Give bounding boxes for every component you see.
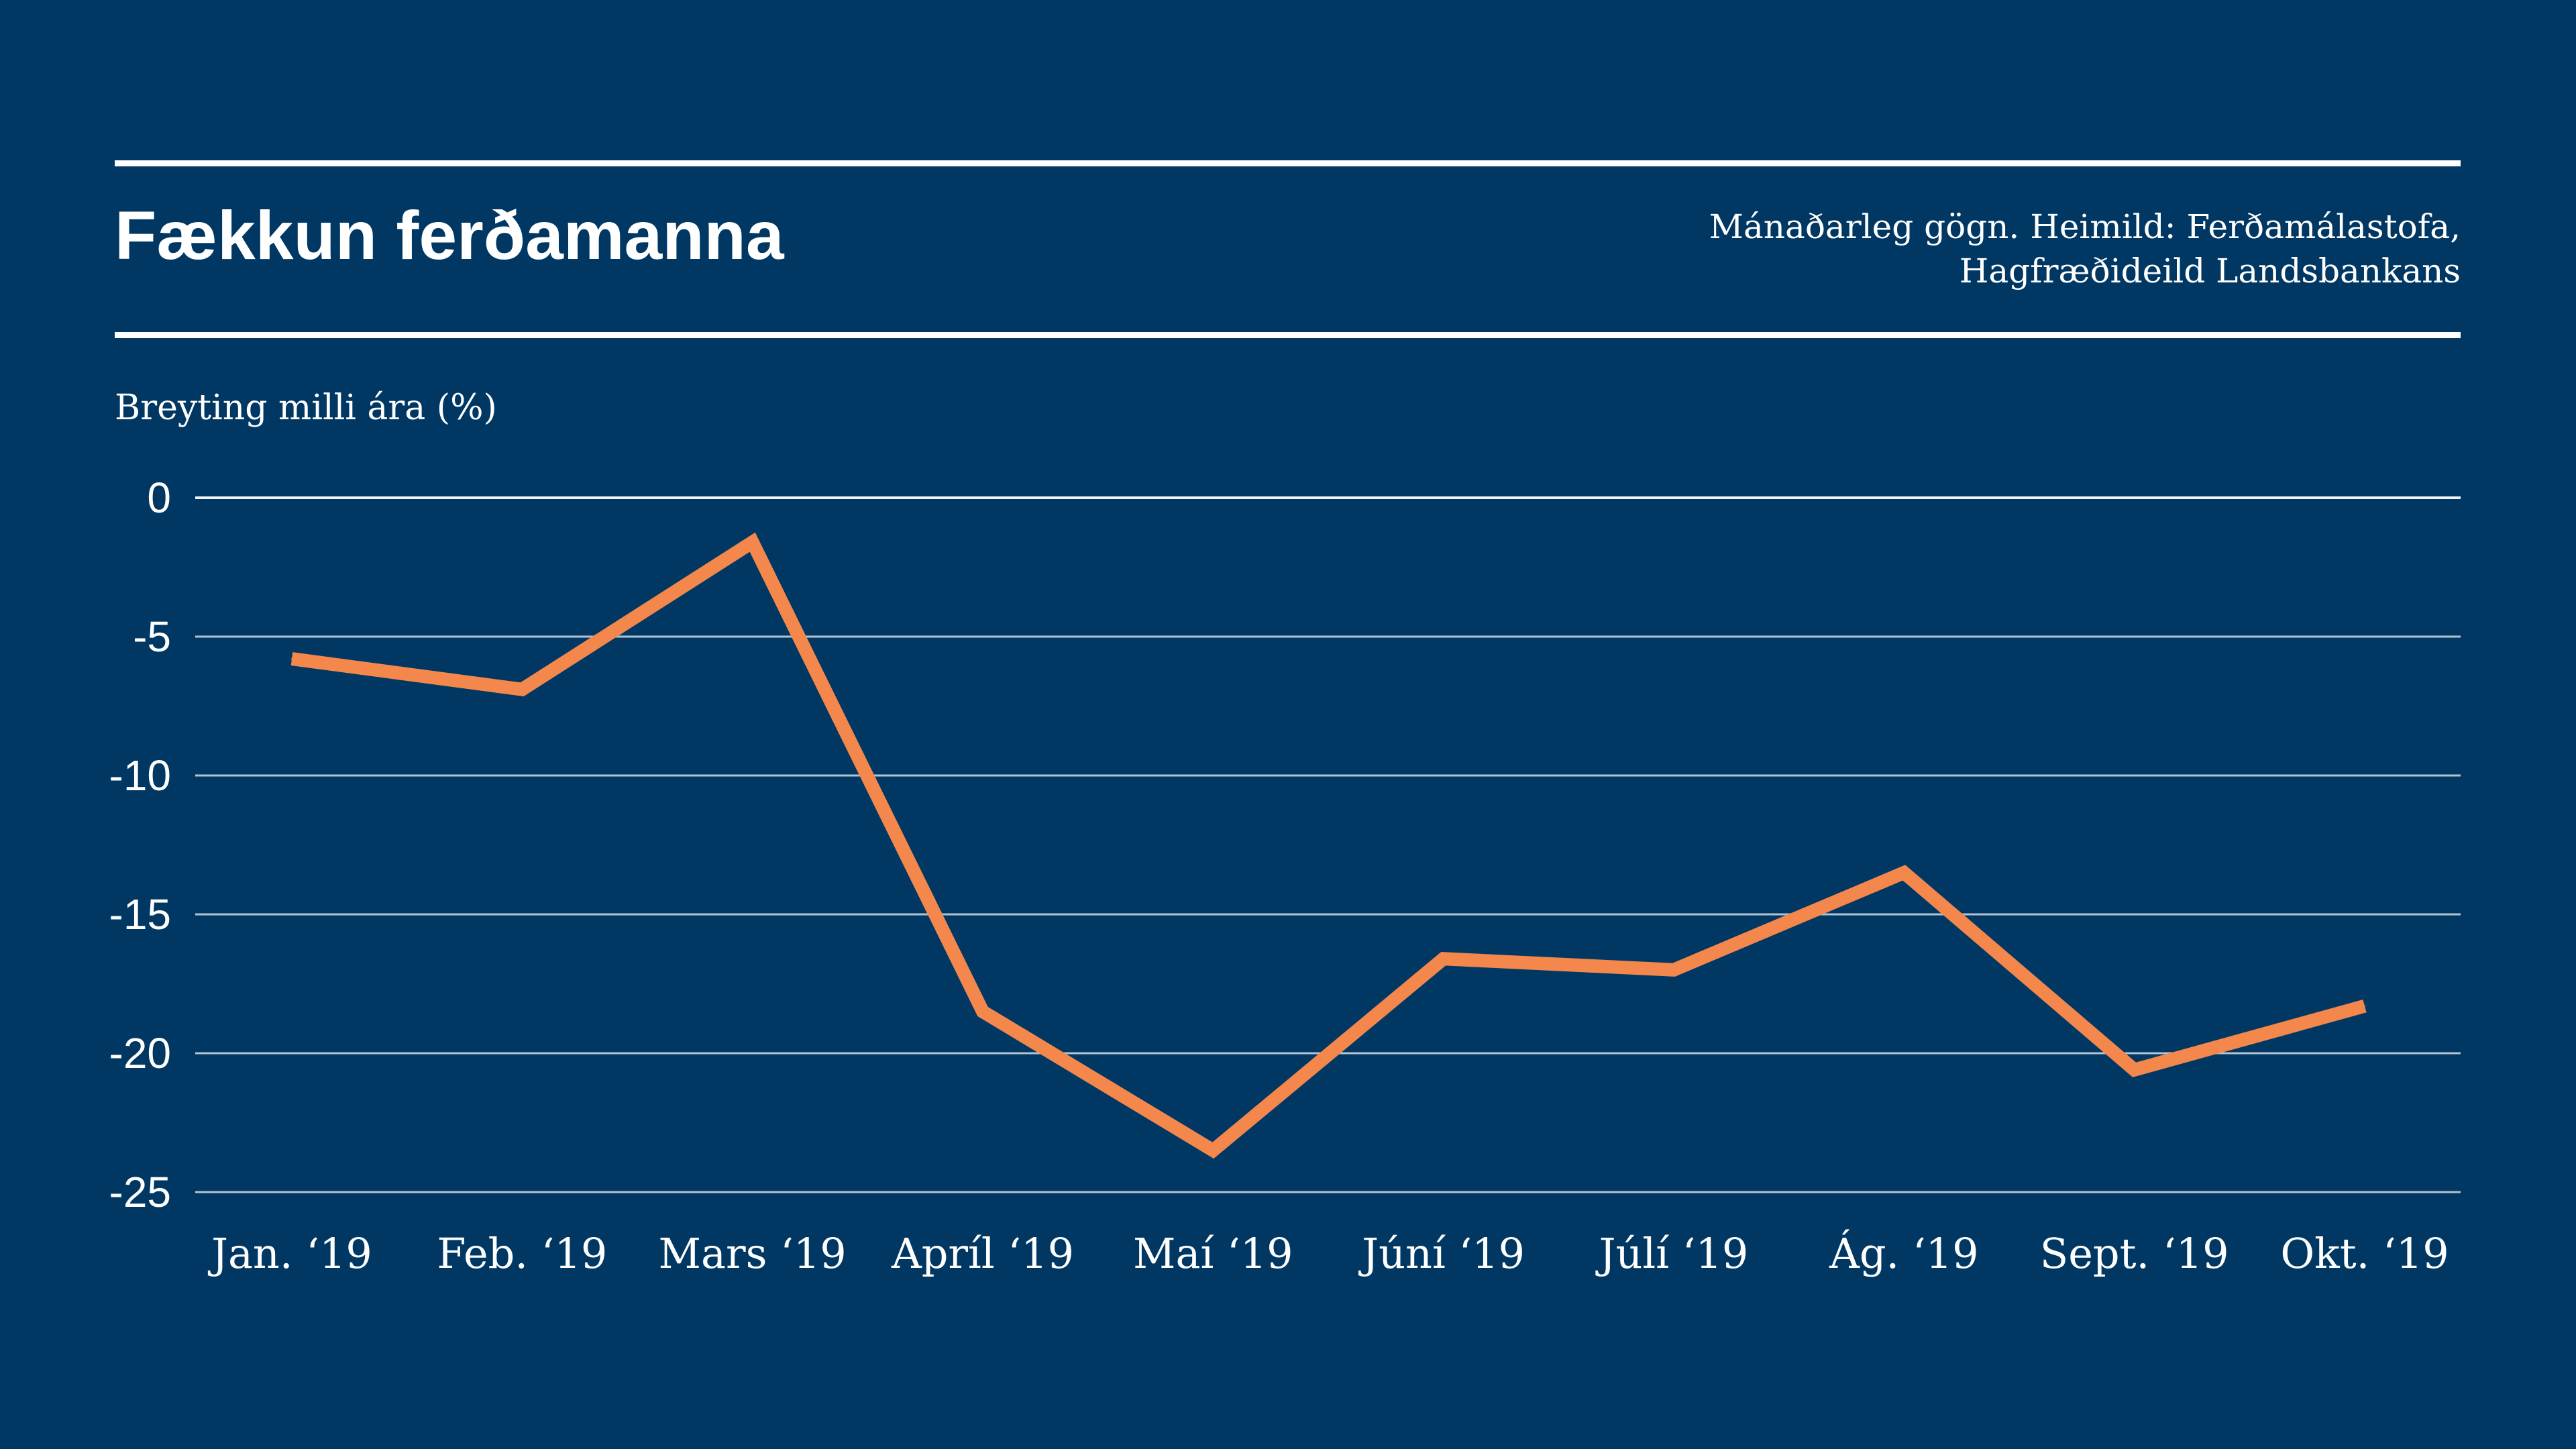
series-line (290, 532, 2367, 1159)
data-point (2364, 1005, 2365, 1007)
x-tick-label: Mars ‘19 (659, 1229, 847, 1278)
y-axis-label: Breyting milli ára (%) (115, 388, 497, 428)
data-point (1673, 969, 1674, 971)
data-point (291, 658, 292, 660)
data-point (982, 1010, 983, 1012)
chart-source-line-1: Mánaðarleg gögn. Heimild: Ferðamálastofa… (1709, 207, 2461, 246)
data-point (1212, 1149, 1214, 1151)
data-point (1903, 871, 1905, 873)
y-tick-label: -5 (133, 612, 171, 661)
x-tick-label: Ág. ‘19 (1829, 1229, 1978, 1278)
data-point (751, 541, 753, 543)
y-tick-labels: 0 -5 -10 -15 -20 -25 (109, 474, 172, 1216)
x-tick-label: Apríl ‘19 (891, 1229, 1074, 1278)
y-tick-label: -20 (109, 1029, 172, 1077)
data-point (1442, 958, 1444, 960)
y-tick-label: -25 (109, 1168, 172, 1216)
chart-title: Fækkun ferðamanna (115, 197, 784, 274)
x-tick-label: Júlí ‘19 (1595, 1229, 1749, 1278)
x-tick-label: Feb. ‘19 (437, 1229, 607, 1278)
x-tick-label: Júní ‘19 (1358, 1229, 1525, 1278)
y-tick-label: -15 (109, 890, 172, 938)
header-rule-bottom (115, 332, 2461, 338)
x-tick-labels: Jan. ‘19 Feb. ‘19 Mars ‘19 Apríl ‘19 Maí ‘19… (207, 1229, 2449, 1278)
grid-lines (195, 496, 2461, 1193)
x-tick-label: Sept. ‘19 (2040, 1229, 2229, 1278)
data-point (2133, 1069, 2135, 1071)
series-layer (290, 532, 2367, 1159)
y-tick-label: -10 (109, 751, 172, 800)
x-tick-label: Okt. ‘19 (2280, 1229, 2449, 1278)
x-tick-label: Jan. ‘19 (207, 1229, 372, 1278)
chart-source: Mánaðarleg gögn. Heimild: Ferðamálastofa… (1709, 205, 2461, 293)
data-point (521, 688, 523, 690)
chart-source-line-2: Hagfræðideild Landsbankans (1959, 252, 2461, 290)
header-rule-top (115, 160, 2461, 166)
x-tick-label: Maí ‘19 (1133, 1229, 1293, 1278)
y-tick-label: 0 (147, 474, 171, 522)
